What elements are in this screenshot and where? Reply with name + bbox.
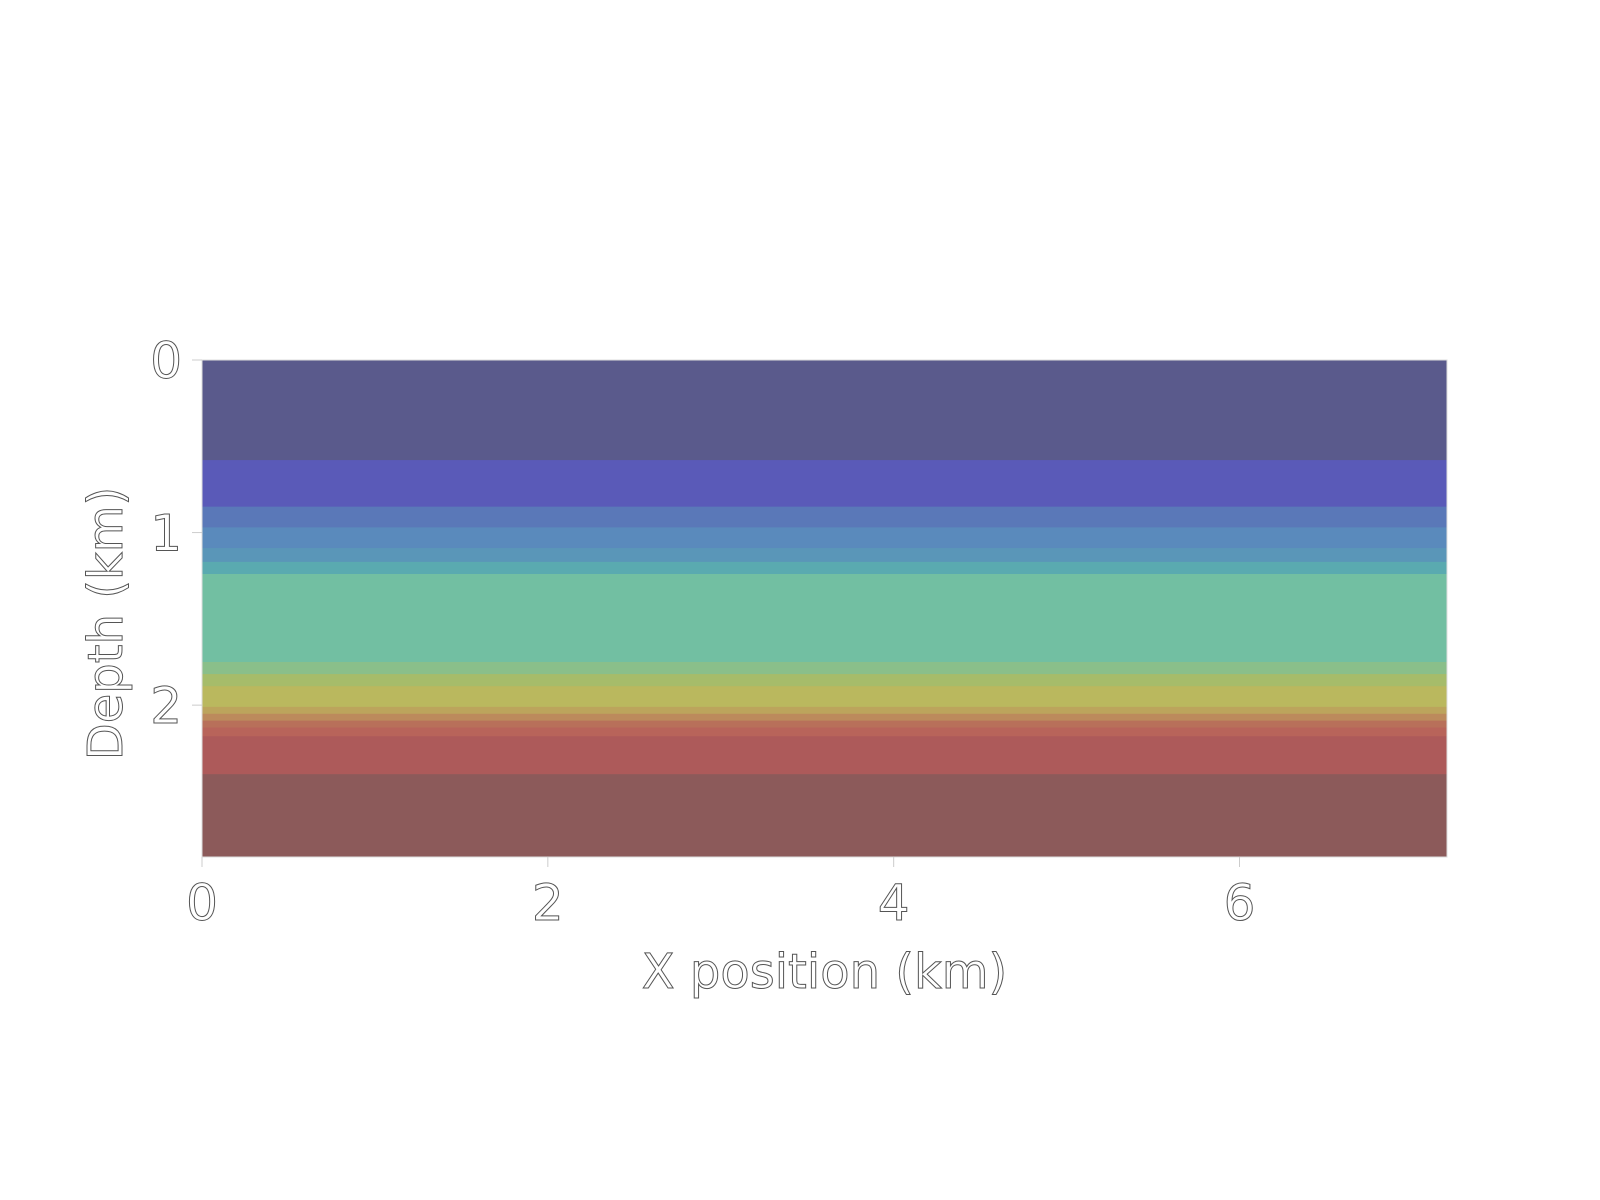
depth-layer-8 <box>202 674 1447 687</box>
depth-layer-0 <box>202 360 1447 461</box>
depth-layer-14 <box>202 736 1447 775</box>
y-tick-label: 2 <box>150 677 182 735</box>
depth-layer-15 <box>202 774 1447 858</box>
x-tick-label: 6 <box>1224 874 1256 932</box>
x-tick-label: 2 <box>532 874 564 932</box>
depth-layer-10 <box>202 706 1447 715</box>
depth-layer-13 <box>202 727 1447 737</box>
depth-layer-1 <box>202 460 1447 508</box>
y-axis-ticks: 0 1 2 <box>150 332 202 736</box>
x-axis-ticks: 0 2 4 6 <box>186 857 1256 933</box>
y-tick-label: 1 <box>150 505 182 563</box>
depth-layer-5 <box>202 561 1447 575</box>
depth-layer-7 <box>202 661 1447 675</box>
depth-layer-9 <box>202 686 1447 708</box>
depth-layer-3 <box>202 527 1447 549</box>
depth-layer-2 <box>202 506 1447 528</box>
x-axis-label: X position (km) <box>642 944 1008 1000</box>
depth-layer-11 <box>202 713 1447 722</box>
depth-layers <box>202 360 1447 858</box>
y-axis-label: Depth (km) <box>78 487 134 760</box>
depth-layer-4 <box>202 548 1447 563</box>
x-tick-label: 0 <box>186 874 218 932</box>
x-tick-label: 4 <box>878 874 910 932</box>
plot-frame <box>201 359 1448 858</box>
y-tick-label: 0 <box>150 332 182 390</box>
depth-layer-6 <box>202 573 1447 663</box>
depth-layer-12 <box>202 720 1447 729</box>
